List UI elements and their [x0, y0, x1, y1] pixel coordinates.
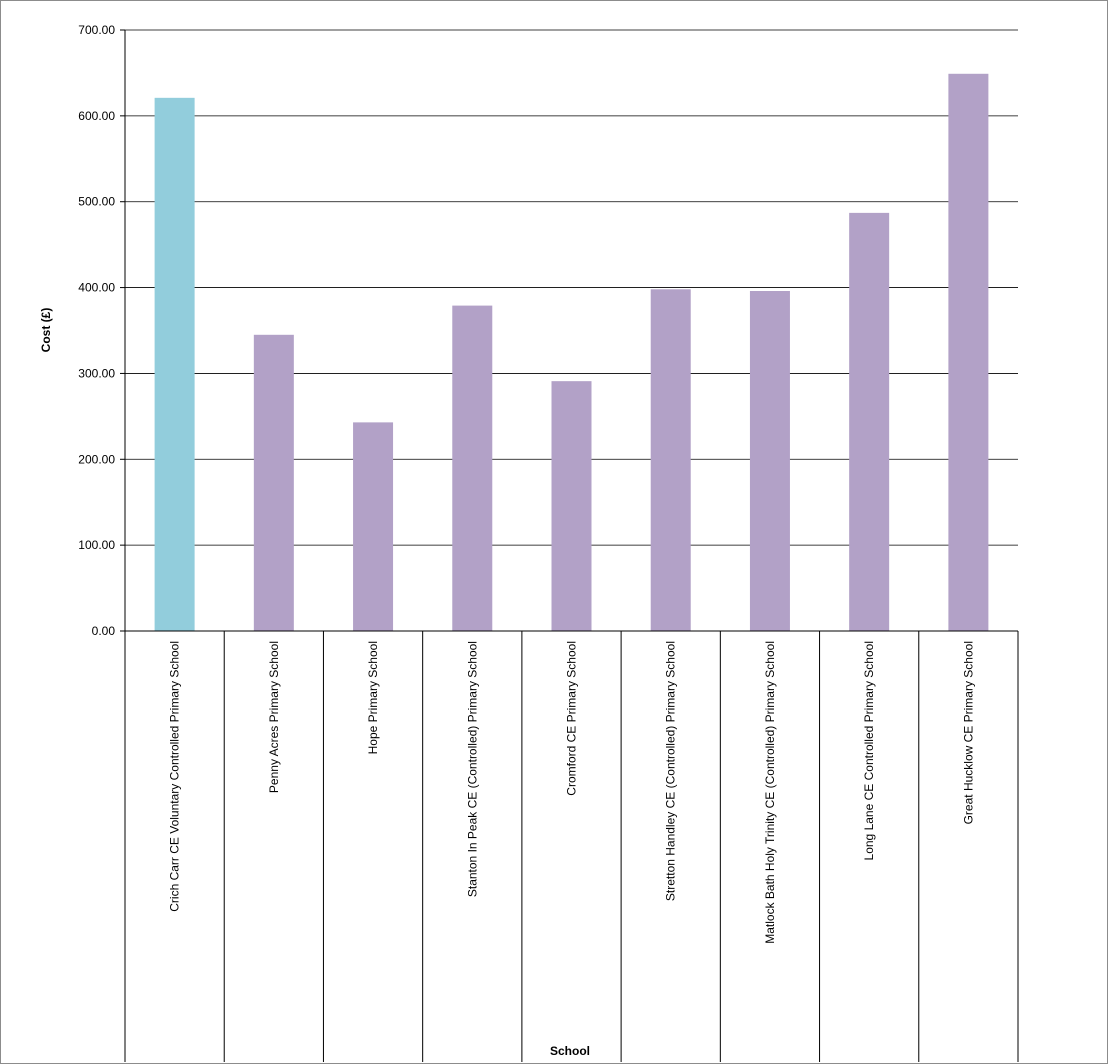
axes	[124, 30, 1018, 632]
bar	[749, 291, 790, 631]
bar	[551, 381, 592, 631]
y-tick-label: 400.00	[78, 281, 115, 295]
y-tick-label: 200.00	[78, 452, 115, 466]
x-tick-label: Hope Primary School	[366, 641, 380, 754]
x-tick-label: Long Lane CE Controlled Primary School	[862, 641, 876, 860]
x-tick-label: Stanton In Peak CE (Controlled) Primary …	[465, 641, 479, 897]
y-tick-label: 300.00	[78, 366, 115, 380]
x-tick-label: Penny Acres Primary School	[267, 641, 281, 793]
bar	[353, 422, 394, 631]
category-table	[124, 631, 1019, 1062]
x-tick-label: Stretton Handley CE (Controlled) Primary…	[664, 641, 678, 901]
x-tick-label: Great Hucklow CE Primary School	[961, 641, 975, 824]
y-tick-label: 600.00	[78, 109, 115, 123]
bar	[253, 334, 294, 631]
category-labels: Crich Carr CE Voluntary Controlled Prima…	[168, 641, 976, 944]
bar	[650, 289, 691, 631]
x-tick-label: Cromford CE Primary School	[565, 641, 579, 796]
y-tick-labels: 0.00 100.00 200.00 300.00 400.00 500.00 600.00…	[78, 23, 115, 638]
x-tick-label: Crich Carr CE Voluntary Controlled Prima…	[168, 641, 182, 912]
y-axis-title: Cost (£)	[39, 308, 53, 353]
y-tick-label: 700.00	[78, 23, 115, 37]
y-tick-label: 500.00	[78, 195, 115, 209]
y-tick-label: 100.00	[78, 538, 115, 552]
bars	[154, 73, 989, 632]
x-tick-label: Matlock Bath Holy Trinity CE (Controlled…	[763, 641, 777, 944]
y-tick-label: 0.00	[92, 624, 116, 638]
x-axis-title: School	[550, 1044, 590, 1058]
bar	[452, 305, 493, 631]
bar	[849, 212, 890, 631]
bar	[154, 97, 195, 631]
bar	[948, 73, 989, 632]
